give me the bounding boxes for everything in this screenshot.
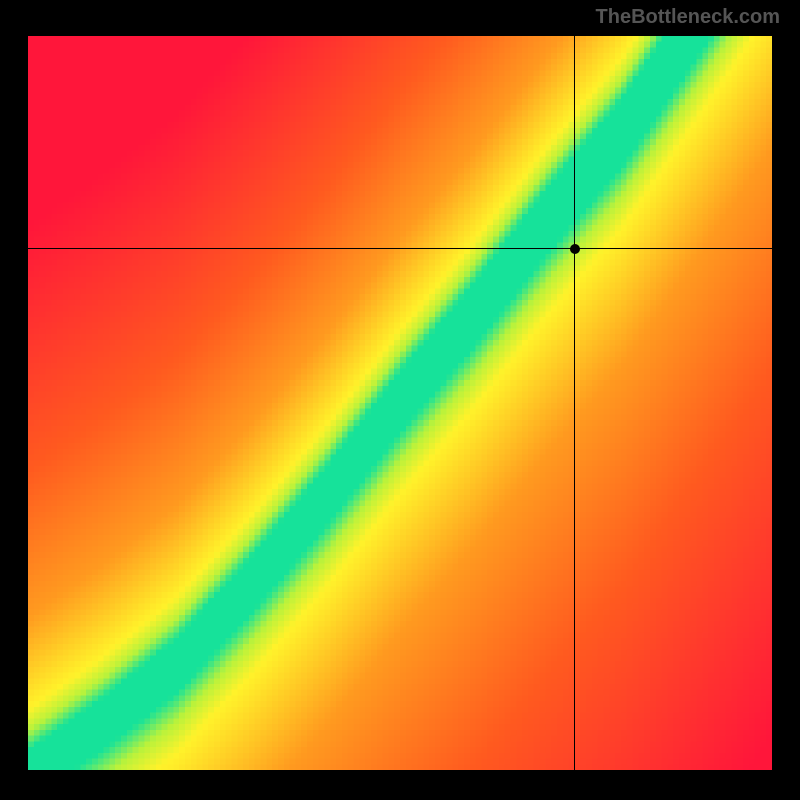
bottleneck-heatmap [28,36,772,770]
source-watermark: TheBottleneck.com [596,6,780,29]
chart-container: TheBottleneck.com [0,0,800,800]
